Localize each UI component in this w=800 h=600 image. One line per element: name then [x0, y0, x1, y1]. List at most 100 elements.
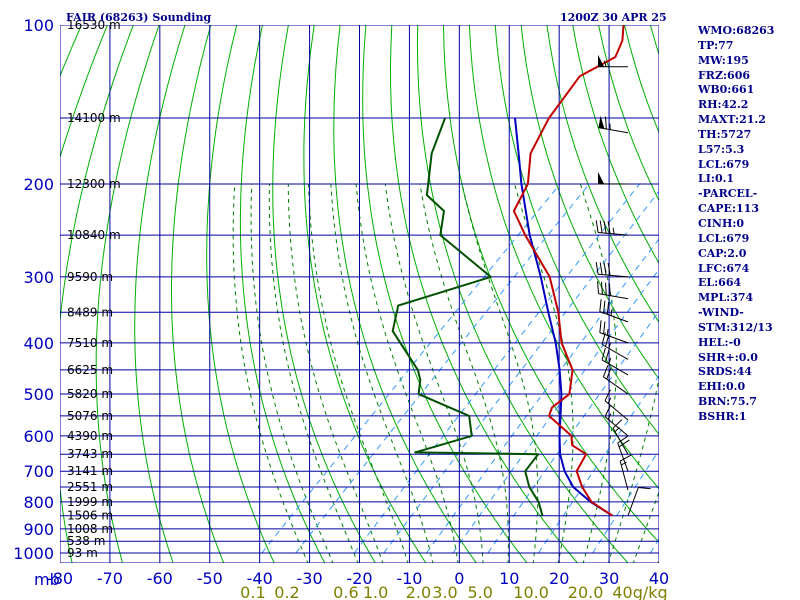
height-label: 9590 m	[67, 270, 113, 284]
mixing-ratio-label: 40g/kg	[612, 583, 667, 600]
temperature-axis: -80 -70 -60 -50 -40 -30 -20 -10 0 10 20 30 40	[47, 569, 669, 588]
wind-barb-full	[607, 221, 611, 234]
wind-barb-pennant	[598, 171, 604, 184]
temperature-tick-label: 40	[649, 569, 669, 588]
dewpoint-line	[391, 117, 544, 516]
temperature-tick-label: 20	[549, 569, 569, 588]
moist-adiabat-line	[268, 183, 359, 563]
pressure-tick-label: 700	[23, 462, 54, 481]
stat-line: LI:0.1	[698, 172, 735, 186]
wind-barb-half	[610, 309, 613, 316]
moist-adiabat-line	[607, 375, 659, 563]
temperature-tick-label: -60	[147, 569, 173, 588]
wind-barb-full	[602, 365, 609, 377]
mixing-ratio-label: 5.0	[467, 583, 492, 600]
height-label: 5076 m	[67, 409, 113, 423]
stats-panel: WMO:68263 TP:77 MW:195 FRZ:606 WB0:661 RH:42.…	[698, 24, 798, 425]
wind-barb-full	[605, 334, 610, 347]
temperature-tick-label: -30	[297, 569, 323, 588]
stat-line: WMO:68263	[698, 24, 775, 37]
wind-barb-full	[597, 281, 599, 294]
stat-line: CAP:2.0	[698, 246, 747, 260]
wind-barb-half	[604, 60, 607, 67]
wind-barb-staff	[599, 311, 629, 323]
stat-line: SHR+:0.0	[698, 350, 758, 364]
wind-barb	[597, 281, 629, 300]
wind-barb-half	[612, 227, 615, 234]
wind-barb-half	[608, 342, 612, 349]
stat-line: BRN:75.7	[698, 395, 757, 409]
wind-barb-full	[599, 320, 602, 333]
wind-barb	[619, 454, 632, 491]
temperature-tick-label: -70	[97, 569, 123, 588]
temperature-tick-label: -40	[247, 569, 273, 588]
wind-barb	[601, 347, 629, 376]
wind-barb-full	[605, 116, 607, 130]
stat-line: SRDS:44	[698, 365, 752, 379]
height-labels: 16530 m 14100 m 12300 m 10840 m 9590 m 8489 m…	[67, 18, 121, 560]
stat-line: LCL:679	[698, 157, 750, 171]
wind-barb	[604, 405, 629, 437]
mixing-ratio-label: 2.0	[406, 583, 431, 600]
stat-line: LCL:679	[698, 231, 750, 245]
wind-barb-full	[601, 347, 606, 361]
moist-adiabat-line	[461, 183, 539, 563]
stat-line: TH:5727	[698, 127, 752, 141]
wind-barb-full	[603, 300, 606, 314]
grid	[60, 25, 659, 563]
moist-adiabat-line	[419, 183, 509, 563]
wind-barb-full	[604, 405, 611, 417]
wind-barb-half	[607, 397, 612, 404]
wind-barb-staff	[604, 416, 629, 437]
wind-barb-half	[621, 461, 627, 466]
stat-line: MW:195	[698, 53, 749, 67]
wind-barb-full	[606, 302, 610, 315]
wind-barb-full	[603, 220, 607, 234]
height-label: 4390 m	[67, 429, 113, 443]
wind-barb-half	[614, 427, 620, 433]
wind-barb	[601, 332, 629, 360]
moist-adiabat-line	[308, 183, 409, 563]
wind-barb-full	[603, 321, 606, 335]
wind-barb-full	[595, 220, 599, 233]
pressure-tick-label: 1000	[13, 544, 54, 563]
temperature-tick-label: -10	[396, 569, 422, 588]
height-label: 1999 m	[67, 495, 113, 509]
wind-barb	[602, 365, 629, 395]
wind-barb-staff	[603, 376, 629, 395]
height-label: 14100 m	[67, 111, 121, 125]
moist-adiabat-line	[632, 490, 659, 563]
moist-adiabat-line	[330, 183, 434, 563]
wind-barb-staff	[619, 460, 629, 491]
stat-line: EHI:0.0	[698, 380, 746, 394]
pressure-tick-label: 400	[23, 334, 54, 353]
wind-barb-full	[607, 263, 611, 276]
pressure-axis: 100 200 300 400 500 600 700 800 900 1000 mb	[13, 16, 59, 589]
wind-barb-half	[608, 357, 612, 365]
wind-barb	[598, 115, 629, 134]
temperature-tick-label: 10	[499, 569, 519, 588]
stat-line: CINH:0	[698, 216, 745, 230]
stat-line: RH:42.2	[698, 98, 749, 112]
moist-adiabat-line	[355, 183, 459, 563]
stat-line: WB0:661	[698, 83, 755, 97]
height-label: 8489 m	[67, 305, 113, 319]
pressure-tick-label: 800	[23, 493, 54, 512]
wind-barb	[617, 435, 630, 472]
wind-barbs	[595, 54, 651, 516]
wind-barb-full	[619, 454, 632, 462]
stat-line: TP:77	[698, 38, 734, 52]
height-label: 1506 m	[67, 509, 113, 523]
height-label: 7510 m	[67, 336, 113, 350]
temperature-tick-label: 30	[599, 569, 619, 588]
mixing-ratio-label: 10.0	[513, 583, 549, 600]
mixing-ratio-label: 0.2	[274, 583, 299, 600]
wind-barb-full	[599, 262, 603, 275]
wind-barb-staff	[627, 487, 639, 516]
wind-barb-half	[609, 123, 611, 130]
stat-line: EL:664	[698, 276, 742, 290]
wind-barb-full	[601, 281, 603, 295]
wind-barb	[604, 389, 629, 421]
